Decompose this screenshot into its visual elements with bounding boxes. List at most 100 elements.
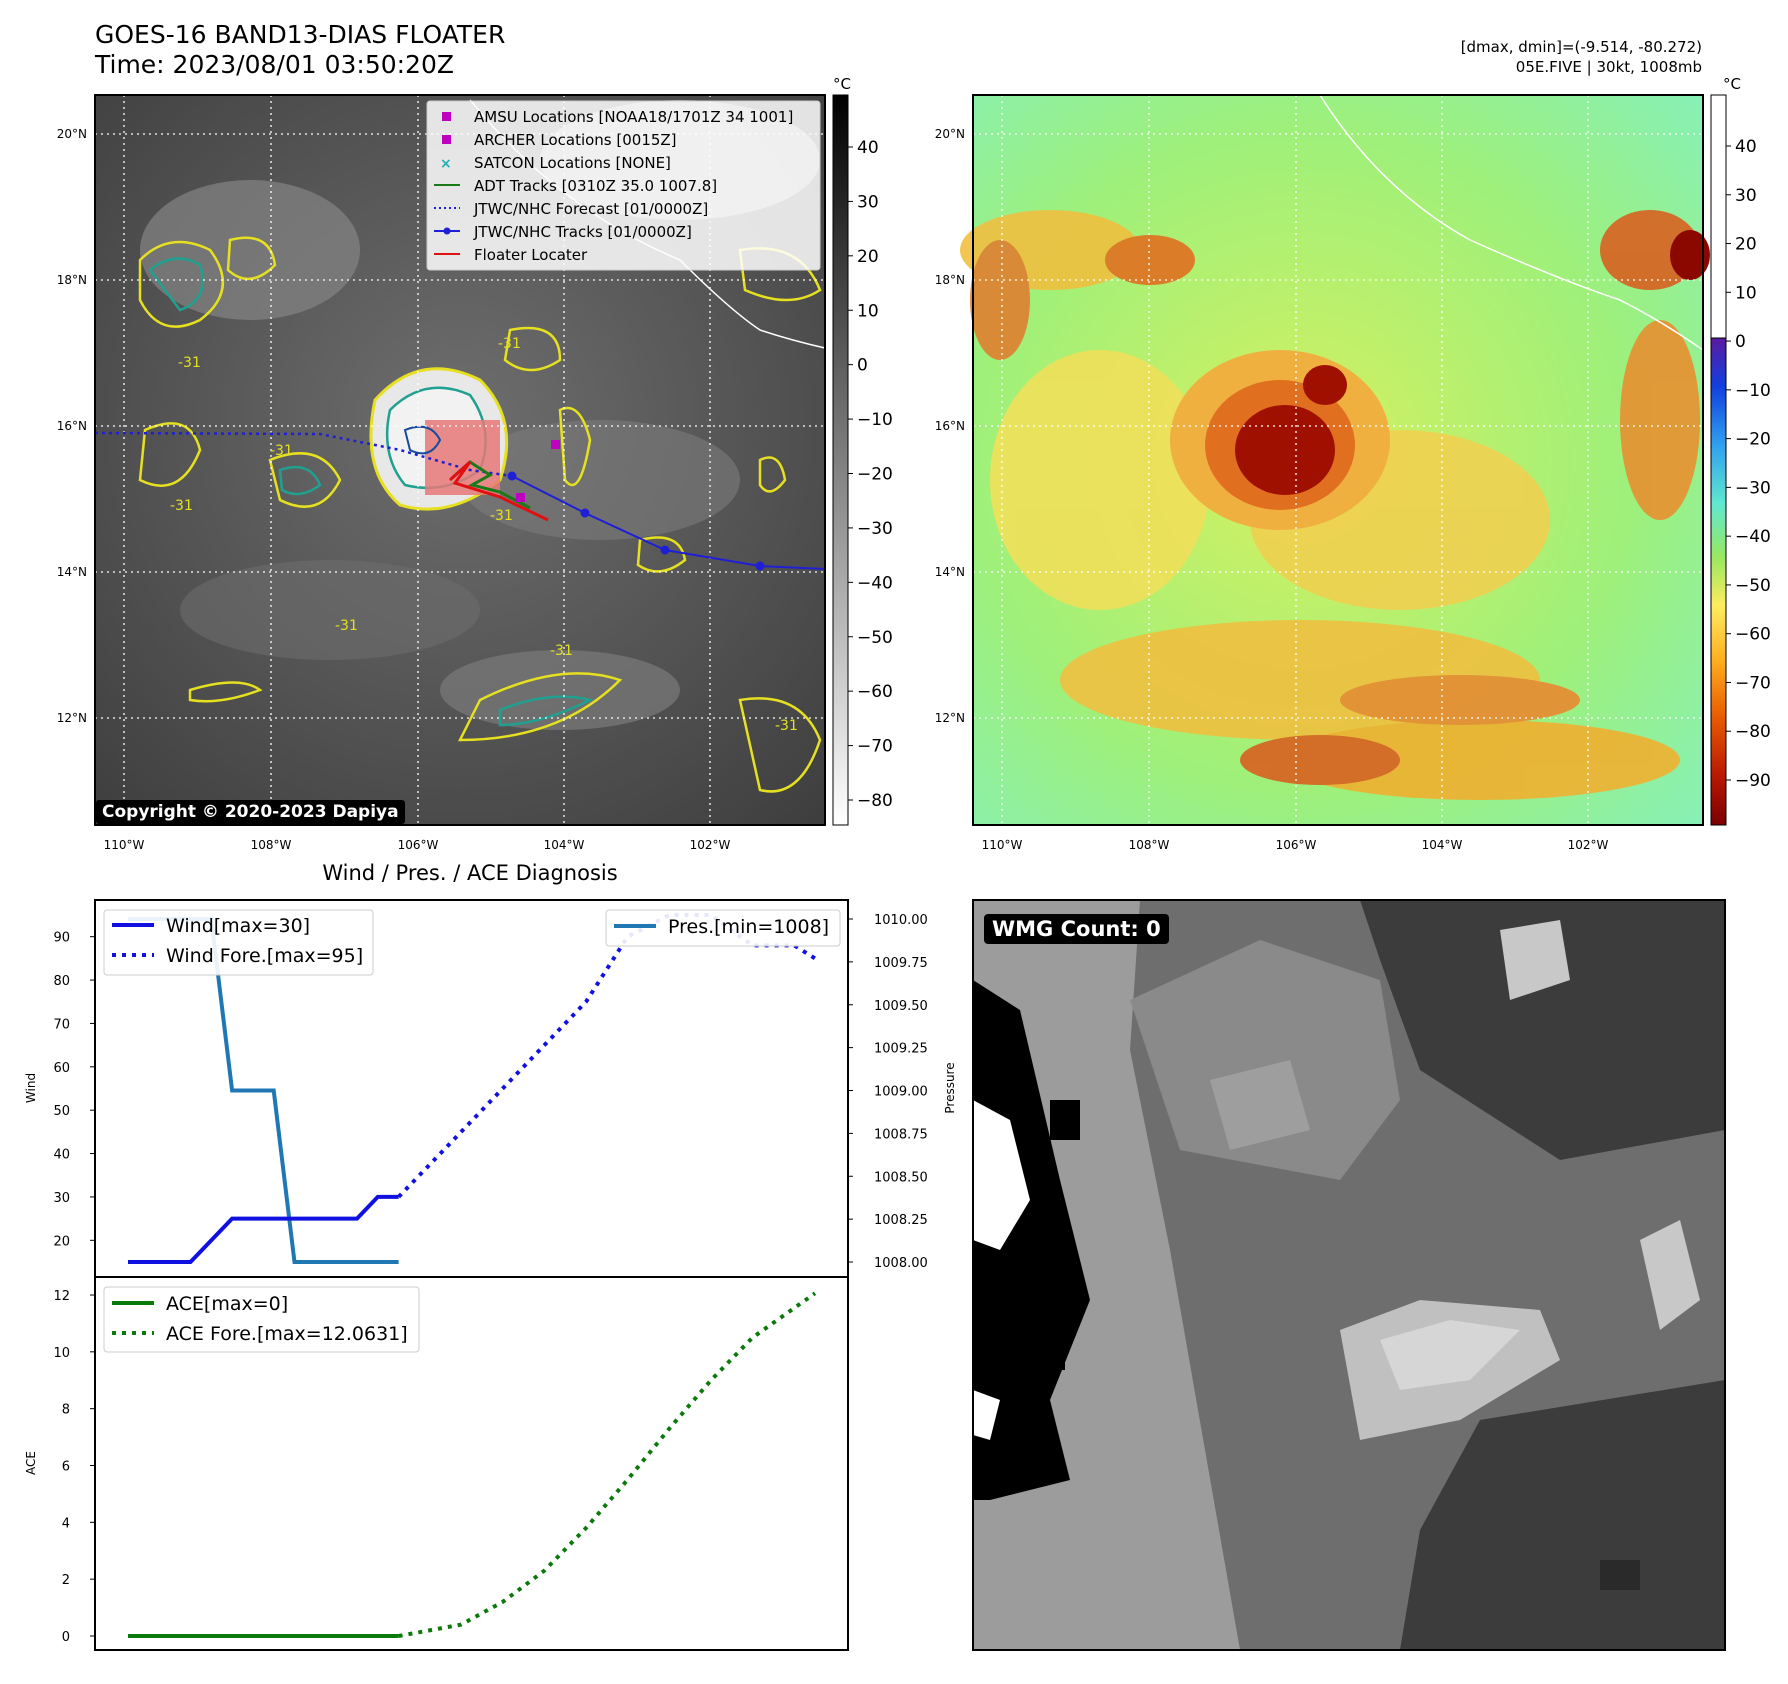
ace-tick-label: 0 (62, 1630, 70, 1645)
color-colorbar-tick-label: 20 (1735, 235, 1757, 255)
longitude-label: 104°W (544, 838, 585, 852)
archer-legend-icon (442, 135, 451, 144)
wind-tick-label: 60 (53, 1061, 70, 1076)
color-map-frame (972, 94, 1704, 826)
jtwc-track-point (507, 471, 517, 481)
gray-colorbar-tick-label: −10 (857, 410, 893, 430)
color-colorbar-unit: °C (1723, 75, 1741, 93)
gray-colorbar-tick-label: 20 (857, 247, 879, 267)
ir-map-frame (94, 94, 826, 826)
copyright-badge: Copyright © 2020-2023 Dapiya (96, 800, 405, 824)
pressure-axis-label: Pressure (943, 1062, 957, 1113)
longitude-label: 108°W (251, 838, 292, 852)
ace-legend-label: ACE[max=0] (166, 1293, 288, 1315)
pressure-tick-label: 1009.75 (874, 956, 928, 971)
gray-colorbar-tick-label: −80 (857, 791, 893, 811)
latitude-label: 18°N (935, 273, 965, 287)
wind-tick-label: 50 (53, 1104, 70, 1119)
ace-fore-legend-label: ACE Fore.[max=12.0631] (166, 1323, 408, 1345)
pressure-tick-label: 1009.00 (874, 1085, 928, 1100)
contour-label: -31 (550, 643, 573, 659)
latitude-label: 20°N (935, 127, 965, 141)
jtwc-track-point (660, 545, 670, 555)
contour-label: -31 (490, 508, 513, 524)
wind-forecast-series-line (397, 913, 817, 1199)
pressure-tick-label: 1008.25 (874, 1213, 928, 1228)
longitude-label: 106°W (398, 838, 439, 852)
wind-tick-label: 20 (53, 1234, 70, 1249)
color-map-panel (960, 94, 1710, 826)
latitude-label: 14°N (57, 565, 87, 579)
figure-title: GOES-16 BAND13-DIAS FLOATER (95, 20, 506, 49)
contour-label: -31 (270, 443, 293, 459)
ace-tick-label: 12 (53, 1289, 70, 1304)
wmg-panel (972, 899, 1726, 1651)
color-colorbar-tick-label: 40 (1735, 137, 1757, 157)
ace-legend: ACE[max=0] ACE Fore.[max=12.0631] (103, 1286, 420, 1353)
longitude-label: 102°W (690, 838, 731, 852)
wind-legend: Wind[max=30] Wind Fore.[max=95] (103, 909, 374, 976)
color-colorbar-tick-label: 10 (1735, 283, 1757, 303)
contour-label: -31 (170, 498, 193, 514)
color-colorbar-tick-label: −80 (1735, 722, 1771, 742)
wind-tick-label: 80 (53, 974, 70, 989)
gray-colorbar-tick-label: 40 (857, 138, 879, 158)
latitude-label: 12°N (57, 711, 87, 725)
color-colorbar-tick-label: −70 (1735, 673, 1771, 693)
color-colorbar-tick-label: −50 (1735, 576, 1771, 596)
dmax-dmin-label: [dmax, dmin]=(-9.514, -80.272) (1460, 38, 1702, 56)
archer-location-marker (516, 493, 525, 502)
ace-tick-label: 4 (62, 1516, 70, 1531)
latitude-label: 16°N (57, 419, 87, 433)
contour-label: -31 (498, 336, 521, 352)
floater-locater-line (448, 460, 549, 522)
color-colorbar-tick-label: −10 (1735, 381, 1771, 401)
pres-legend-label: Pres.[min=1008] (668, 916, 829, 938)
color-colorbar-tick-label: −30 (1735, 478, 1771, 498)
map-legend: AMSU Locations [NOAA18/1701Z 34 1001] AR… (426, 100, 821, 271)
ace-tick-label: 6 (62, 1460, 70, 1475)
gray-colorbar-tick-label: −40 (857, 573, 893, 593)
latitude-label: 12°N (935, 711, 965, 725)
contour-label: -31 (178, 355, 201, 371)
gray-colorbar-tick-label: −20 (857, 465, 893, 485)
jtwc-track-point (755, 561, 765, 571)
legend-track: JTWC/NHC Tracks [01/0000Z] (473, 223, 692, 241)
gray-colorbar-tick-label: −30 (857, 519, 893, 539)
latitude-label: 18°N (57, 273, 87, 287)
legend-amsu: AMSU Locations [NOAA18/1701Z 34 1001] (474, 108, 793, 126)
wind-axis-label: Wind (24, 1073, 38, 1103)
color-colorbar-tick-label: 0 (1735, 332, 1746, 352)
wind-legend-label: Wind[max=30] (166, 915, 310, 937)
contour-label: -31 (775, 718, 798, 734)
gray-colorbar-tick-label: −70 (857, 737, 893, 757)
contour-label: -31 (335, 618, 358, 634)
ace-tick-label: 10 (53, 1346, 70, 1361)
ir-map-panel: -31 -31 -31 -31 -31 -31 -31 -31 AMSU Loc… (94, 94, 826, 826)
wind-series-line (128, 1194, 399, 1264)
storm-info-label: 05E.FIVE | 30kt, 1008mb (1515, 58, 1702, 76)
latitude-label: 14°N (935, 565, 965, 579)
gray-colorbar-tick-label: −50 (857, 628, 893, 648)
wind-tick-label: 30 (53, 1191, 70, 1206)
color-colorbar-tick-label: 30 (1735, 186, 1757, 206)
legend-forecast: JTWC/NHC Forecast [01/0000Z] (473, 200, 708, 218)
longitude-label: 102°W (1568, 838, 1609, 852)
longitude-label: 106°W (1276, 838, 1317, 852)
ace-axis-label: ACE (24, 1451, 38, 1475)
longitude-label: 110°W (104, 838, 145, 852)
legend-archer: ARCHER Locations [0015Z] (474, 131, 677, 149)
gray-colorbar-tick-label: 30 (857, 192, 879, 212)
wmg-count-badge: WMG Count: 0 (984, 914, 1169, 944)
floater-locater-box (425, 420, 500, 495)
gray-colorbar-tick-label: 10 (857, 301, 879, 321)
latitude-label: 20°N (57, 127, 87, 141)
color-colorbar-tick-label: −90 (1735, 771, 1771, 791)
pressure-tick-label: 1008.75 (874, 1127, 928, 1142)
gray-colorbar-unit: °C (833, 75, 851, 93)
wind-fore-legend-label: Wind Fore.[max=95] (166, 945, 363, 967)
color-colorbar-tick-label: −40 (1735, 527, 1771, 547)
amsu-location-marker (551, 440, 560, 449)
pressure-tick-label: 1008.50 (874, 1170, 928, 1185)
